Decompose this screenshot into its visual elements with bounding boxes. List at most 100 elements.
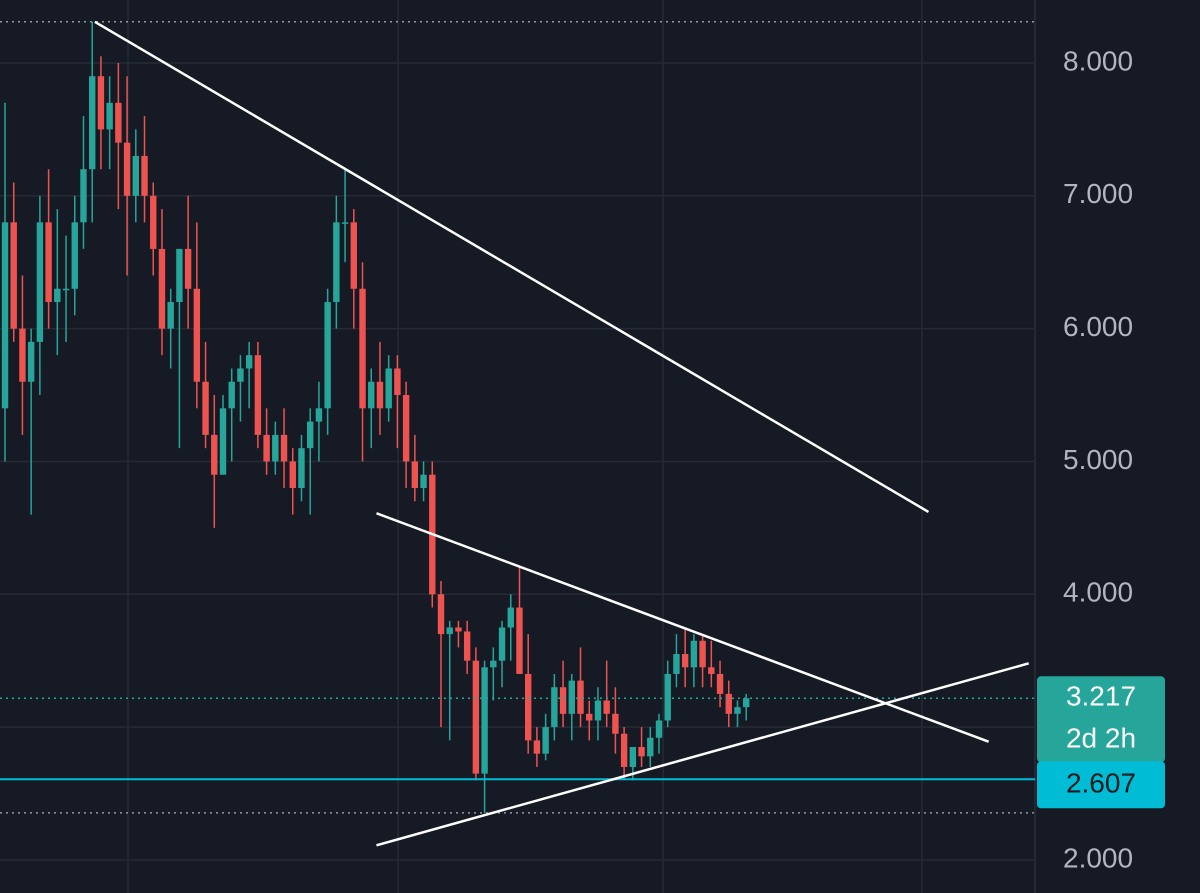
candle-body <box>411 461 419 489</box>
candle-body <box>150 195 157 249</box>
candle-body <box>455 627 462 632</box>
candle-body <box>341 222 349 224</box>
y-tick-label: 6.000 <box>1063 311 1133 342</box>
candle-body <box>97 76 105 130</box>
candle-body <box>437 594 445 635</box>
candle-body <box>106 102 113 130</box>
candle-body <box>315 408 323 422</box>
trendline <box>376 662 1030 847</box>
candle-body <box>272 434 279 462</box>
y-tick-label: 4.000 <box>1063 577 1133 608</box>
last-price-box <box>1037 676 1165 763</box>
candle-body <box>463 631 471 661</box>
candle-body <box>324 302 331 409</box>
trendline <box>94 20 930 513</box>
candle-body <box>368 381 375 409</box>
alert-price-label: 2.607 <box>1066 768 1136 799</box>
candle-body <box>193 288 201 382</box>
candle-body <box>402 395 410 462</box>
candle-body <box>19 328 26 382</box>
candle-body <box>123 142 131 196</box>
candle-body <box>533 740 541 754</box>
candle-body <box>263 434 270 462</box>
candle-body <box>115 102 122 143</box>
candle-body <box>647 737 654 757</box>
candle-body <box>158 248 166 329</box>
candle-body <box>681 654 689 668</box>
candle-body <box>202 381 209 435</box>
candle-body <box>568 680 575 714</box>
candle-body <box>245 355 253 369</box>
candle-body <box>254 355 262 435</box>
candle-body <box>333 222 340 303</box>
candle-body <box>734 707 741 714</box>
candle-body <box>559 687 567 714</box>
candle-body <box>167 302 174 329</box>
y-tick-label: 7.000 <box>1063 178 1133 209</box>
candle-body <box>89 76 96 170</box>
candle-body <box>516 607 523 674</box>
candle-body <box>699 640 706 668</box>
candle-body <box>219 408 227 475</box>
candle-body <box>446 627 453 635</box>
candle-body <box>603 700 610 714</box>
candle-body <box>280 434 288 462</box>
candle-body <box>71 222 78 289</box>
candle-body <box>525 673 532 741</box>
candle-body <box>490 660 497 668</box>
candle-body <box>132 155 139 196</box>
candle-body <box>307 421 314 449</box>
candle-body <box>551 687 558 728</box>
candle-body <box>1 222 9 409</box>
candle-body <box>298 448 305 489</box>
countdown-label: 2d 2h <box>1066 723 1136 754</box>
candle-body <box>10 222 17 329</box>
candle-body <box>27 341 35 382</box>
candle-body <box>420 474 427 489</box>
candle-body <box>586 713 593 721</box>
y-tick-label: 5.000 <box>1063 444 1133 475</box>
candle-body <box>612 713 619 734</box>
candle-body <box>629 747 637 767</box>
candle-body <box>594 700 602 721</box>
candle-body <box>690 640 698 668</box>
candle-body <box>577 680 584 714</box>
candle-body <box>673 654 680 674</box>
candle-body <box>385 368 392 409</box>
candle-body <box>638 747 645 757</box>
candle-body <box>725 693 732 714</box>
candle-body <box>54 288 61 303</box>
candle-body <box>664 673 671 721</box>
candle-body <box>141 155 148 196</box>
candle-body <box>394 368 401 396</box>
candle-body <box>542 727 549 754</box>
candle-body <box>237 368 244 382</box>
candle-body <box>472 660 480 774</box>
candle-body <box>743 698 750 708</box>
candle-body <box>62 288 70 291</box>
candle-body <box>228 381 235 409</box>
candle-body <box>481 667 488 774</box>
candle-body <box>289 461 296 489</box>
y-tick-label: 2.000 <box>1063 842 1133 873</box>
alert-price-box <box>1037 761 1165 809</box>
candle-body <box>359 288 366 409</box>
last-price-label: 3.217 <box>1066 681 1136 712</box>
candle-body <box>184 248 192 289</box>
candle-body <box>716 673 724 694</box>
candle-body <box>176 248 183 303</box>
candle-body <box>708 667 715 674</box>
candle-body <box>376 381 384 409</box>
candle-body <box>655 720 663 738</box>
y-tick-label: 8.000 <box>1063 45 1133 76</box>
candle-body <box>620 733 628 767</box>
candle-body <box>498 627 506 661</box>
candle-body <box>80 169 87 223</box>
candle-body <box>211 434 218 475</box>
plot-area <box>0 0 1035 893</box>
candle-body <box>507 607 514 628</box>
candle-body <box>36 222 44 342</box>
candle-body <box>45 222 52 303</box>
